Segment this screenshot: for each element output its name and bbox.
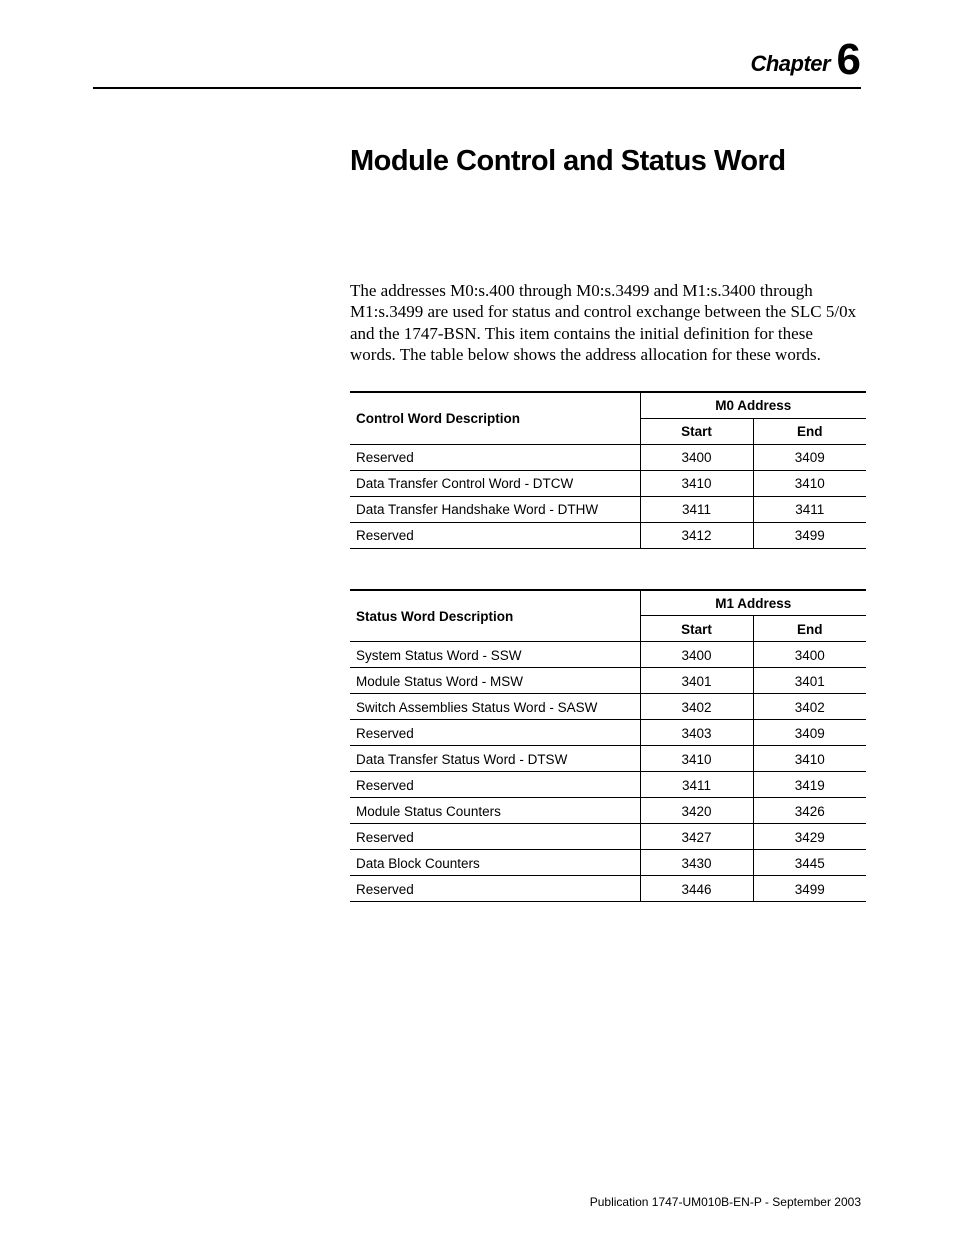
chapter-header: Chapter 6 xyxy=(93,35,861,79)
end-header: End xyxy=(753,418,866,444)
page-title: Module Control and Status Word xyxy=(350,145,861,178)
cell-desc: Module Status Counters xyxy=(350,798,640,824)
desc-header: Status Word Description xyxy=(350,590,640,642)
addr-header: M0 Address xyxy=(640,392,866,418)
table-row: Reserved 3412 3499 xyxy=(350,522,866,548)
table-row: Reserved 3403 3409 xyxy=(350,720,866,746)
chapter-number: 6 xyxy=(837,38,861,82)
cell-desc: System Status Word - SSW xyxy=(350,642,640,668)
cell-end: 3402 xyxy=(753,694,866,720)
cell-start: 3411 xyxy=(640,496,753,522)
table-header-row: Status Word Description M1 Address xyxy=(350,590,866,616)
cell-end: 3410 xyxy=(753,470,866,496)
cell-desc: Data Transfer Handshake Word - DTHW xyxy=(350,496,640,522)
cell-start: 3427 xyxy=(640,824,753,850)
cell-start: 3420 xyxy=(640,798,753,824)
table-row: Switch Assemblies Status Word - SASW 340… xyxy=(350,694,866,720)
cell-end: 3400 xyxy=(753,642,866,668)
header-rule xyxy=(93,87,861,89)
control-word-table: Control Word Description M0 Address Star… xyxy=(350,391,866,549)
start-header: Start xyxy=(640,418,753,444)
cell-start: 3446 xyxy=(640,876,753,902)
cell-desc: Reserved xyxy=(350,824,640,850)
table-row: Data Transfer Control Word - DTCW 3410 3… xyxy=(350,470,866,496)
cell-end: 3499 xyxy=(753,876,866,902)
cell-start: 3400 xyxy=(640,642,753,668)
cell-end: 3411 xyxy=(753,496,866,522)
table-row: Data Transfer Status Word - DTSW 3410 34… xyxy=(350,746,866,772)
cell-end: 3409 xyxy=(753,444,866,470)
cell-start: 3410 xyxy=(640,746,753,772)
cell-end: 3429 xyxy=(753,824,866,850)
cell-start: 3411 xyxy=(640,772,753,798)
cell-end: 3419 xyxy=(753,772,866,798)
table-body: System Status Word - SSW 3400 3400 Modul… xyxy=(350,642,866,902)
table-row: Module Status Word - MSW 3401 3401 xyxy=(350,668,866,694)
cell-desc: Reserved xyxy=(350,876,640,902)
cell-start: 3410 xyxy=(640,470,753,496)
cell-desc: Reserved xyxy=(350,522,640,548)
cell-start: 3403 xyxy=(640,720,753,746)
addr-header: M1 Address xyxy=(640,590,866,616)
table-row: Reserved 3411 3419 xyxy=(350,772,866,798)
cell-start: 3400 xyxy=(640,444,753,470)
desc-header: Control Word Description xyxy=(350,392,640,444)
cell-desc: Switch Assemblies Status Word - SASW xyxy=(350,694,640,720)
status-word-table: Status Word Description M1 Address Start… xyxy=(350,589,866,903)
page: Chapter 6 Module Control and Status Word… xyxy=(0,0,954,1235)
chapter-label: Chapter xyxy=(750,51,830,76)
cell-end: 3499 xyxy=(753,522,866,548)
cell-end: 3426 xyxy=(753,798,866,824)
table-row: Data Block Counters 3430 3445 xyxy=(350,850,866,876)
cell-end: 3445 xyxy=(753,850,866,876)
cell-desc: Module Status Word - MSW xyxy=(350,668,640,694)
cell-end: 3409 xyxy=(753,720,866,746)
cell-desc: Data Block Counters xyxy=(350,850,640,876)
cell-desc: Reserved xyxy=(350,720,640,746)
end-header: End xyxy=(753,616,866,642)
table-row: Reserved 3427 3429 xyxy=(350,824,866,850)
cell-desc: Data Transfer Control Word - DTCW xyxy=(350,470,640,496)
cell-desc: Reserved xyxy=(350,444,640,470)
table-row: System Status Word - SSW 3400 3400 xyxy=(350,642,866,668)
table-row: Module Status Counters 3420 3426 xyxy=(350,798,866,824)
cell-end: 3401 xyxy=(753,668,866,694)
cell-end: 3410 xyxy=(753,746,866,772)
table-row: Reserved 3400 3409 xyxy=(350,444,866,470)
cell-start: 3430 xyxy=(640,850,753,876)
cell-start: 3401 xyxy=(640,668,753,694)
cell-start: 3402 xyxy=(640,694,753,720)
intro-paragraph: The addresses M0:s.400 through M0:s.3499… xyxy=(350,280,861,365)
cell-start: 3412 xyxy=(640,522,753,548)
table-row: Reserved 3446 3499 xyxy=(350,876,866,902)
table-body: Reserved 3400 3409 Data Transfer Control… xyxy=(350,444,866,548)
cell-desc: Reserved xyxy=(350,772,640,798)
start-header: Start xyxy=(640,616,753,642)
cell-desc: Data Transfer Status Word - DTSW xyxy=(350,746,640,772)
table-row: Data Transfer Handshake Word - DTHW 3411… xyxy=(350,496,866,522)
table-header-row: Control Word Description M0 Address xyxy=(350,392,866,418)
publication-footer: Publication 1747-UM010B-EN-P - September… xyxy=(590,1195,861,1209)
